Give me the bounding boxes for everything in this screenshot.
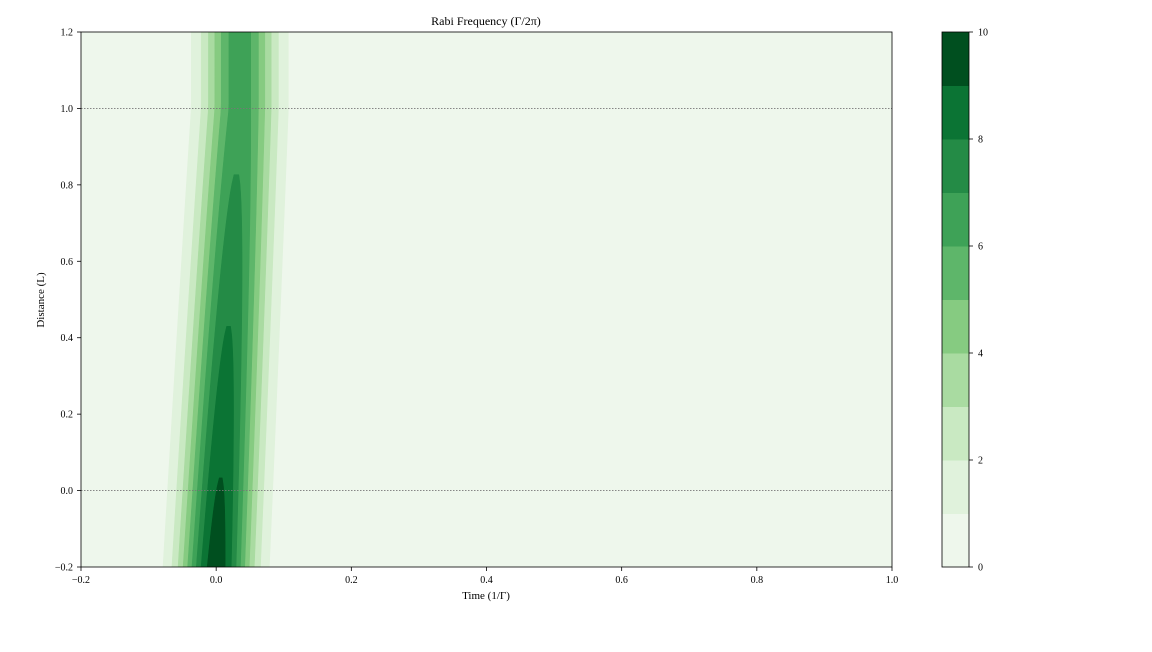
y-tick-label: 1.2 xyxy=(61,28,74,39)
colorbar-segment-0 xyxy=(942,513,969,568)
x-tick-label: 0.2 xyxy=(345,575,358,586)
colorbar-tick-label: 10 xyxy=(978,28,988,39)
x-tick-label: 0.0 xyxy=(210,575,223,586)
x-tick-label: 1.0 xyxy=(886,575,899,586)
x-tick-label: 0.8 xyxy=(751,575,764,586)
contour-band-level-9 xyxy=(206,477,226,567)
chart-title: Rabi Frequency (Γ/2π) xyxy=(431,14,541,28)
colorbar-tick-label: 0 xyxy=(978,563,983,574)
y-tick-label: 0.8 xyxy=(61,180,74,191)
colorbar-segment-6 xyxy=(942,192,969,247)
y-axis-label: Distance (L) xyxy=(35,272,47,328)
x-axis-label: Time (1/Γ) xyxy=(462,590,510,602)
colorbar-segment-2 xyxy=(942,406,969,461)
x-axis: −0.2 0.0 0.2 0.4 0.6 0.8 1.0 xyxy=(72,567,898,586)
x-tick-label: −0.2 xyxy=(72,575,90,586)
y-tick-label: 0.2 xyxy=(61,410,74,421)
colorbar: 0 2 4 6 8 10 xyxy=(941,28,988,574)
colorbar-tick-label: 8 xyxy=(978,135,983,146)
colorbar-tick-label: 6 xyxy=(978,242,983,253)
reference-lines xyxy=(81,108,892,491)
x-tick-label: 0.4 xyxy=(480,575,493,586)
colorbar-segment-5 xyxy=(942,246,969,300)
colorbar-frame xyxy=(941,31,970,568)
colorbar-segment-3 xyxy=(942,353,969,407)
colorbar-segment-1 xyxy=(942,460,969,514)
y-tick-label: −0.2 xyxy=(55,563,73,574)
colorbar-segment-4 xyxy=(942,299,969,354)
y-tick-label: 0.4 xyxy=(61,333,74,344)
colorbar-segment-9 xyxy=(942,32,969,86)
colorbar-segment-7 xyxy=(942,139,969,193)
x-tick-label: 0.6 xyxy=(615,575,628,586)
y-tick-label: 0.6 xyxy=(61,257,74,268)
y-tick-label: 0.0 xyxy=(61,486,74,497)
contour-field xyxy=(162,32,289,567)
colorbar-segment-8 xyxy=(942,85,969,140)
y-tick-label: 1.0 xyxy=(61,104,74,115)
colorbar-tick-label: 2 xyxy=(978,456,983,467)
y-axis: −0.2 0.0 0.2 0.4 0.6 0.8 1.0 1.2 xyxy=(55,28,81,574)
colorbar-tick-label: 4 xyxy=(978,349,983,360)
contour-band-level-8 xyxy=(200,326,234,567)
